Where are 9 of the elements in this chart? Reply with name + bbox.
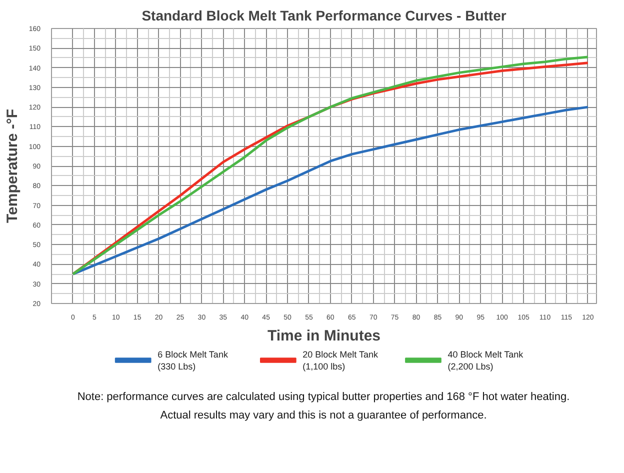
text: Note: performance curves are calculated using typical butter properties and 168 °F hot water heating. [77,390,570,403]
legend-label: 20 Block Melt Tank (1,100 lbs) [302,349,379,372]
line-series [72,106,590,276]
x-axis-title: Time in Minutes [267,328,381,344]
legend-label: 6 Block Melt Tank (330 Lbs) [158,349,228,372]
y-axis-title: Temperature -°F [4,108,21,224]
text: Actual results may vary and this is not a guarantee of performance. [160,410,487,422]
chart-title: Standard Block Melt Tank Performance Curves - Butter [142,8,507,24]
legend-label: 40 Block Melt Tank (2,200 Lbs) [448,349,524,372]
